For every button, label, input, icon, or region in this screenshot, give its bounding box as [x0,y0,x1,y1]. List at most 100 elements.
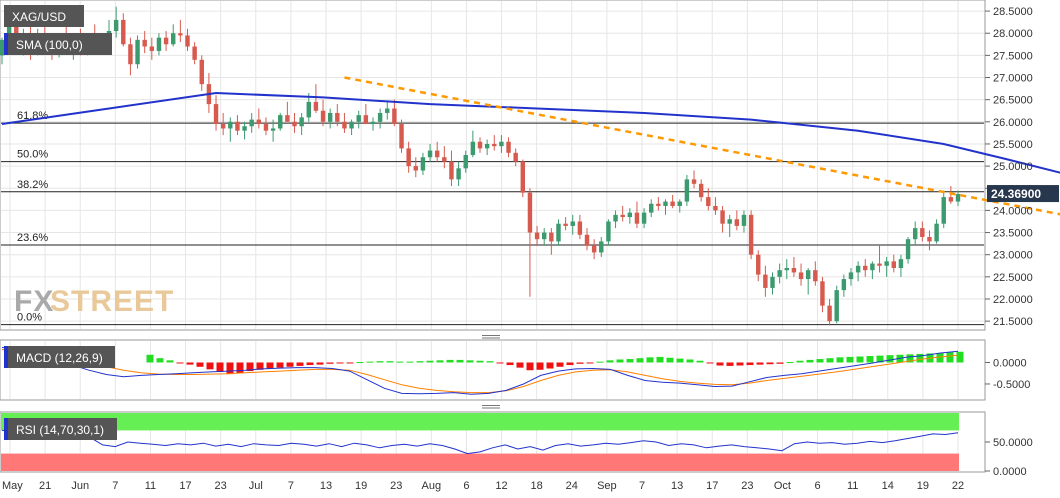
candle-bearish [199,59,204,85]
candle-bearish [756,254,761,275]
rsi-series [1,429,959,455]
macd-badge[interactable]: MACD (12,26,9) [4,346,115,368]
macd-hist-bar-positive [436,360,444,363]
macd-y-tick-label: 0.0000 [993,357,1027,369]
candle-bearish [534,232,540,240]
x-tick-label: 11 [145,480,156,492]
candle-bearish [149,46,155,51]
candle-bearish [891,261,897,268]
candle-bullish [848,272,854,280]
macd-hist-bar-positive [826,358,834,363]
candle-bullish [649,203,654,213]
macd-hist-bar-positive [646,357,654,363]
candle-bearish [121,19,126,45]
price-panel [0,0,986,331]
candle-bearish [713,205,718,211]
macd-hist-bar-negative [336,362,344,364]
x-tick-label: 24 [566,480,578,492]
watermark-street: STREET [50,285,174,318]
macd-hist-bar-negative [326,362,334,364]
x-tick-label: 17 [179,480,191,492]
candle-bearish [477,141,483,149]
macd-hist-bar-negative [296,362,304,366]
macd-hist-bar-positive [936,353,944,363]
candle-bearish [178,33,183,36]
candle-bearish [313,101,319,111]
sma-100-line [1,91,1060,174]
candle-bullish [306,101,311,118]
candle-bullish [884,261,889,266]
macd-hist-bar-negative [196,362,204,367]
macd-hist-bar-positive [376,361,384,363]
y-tick-label: 27.0000 [993,73,1033,85]
candle-bearish [513,152,518,162]
x-tick-label: 11 [847,480,858,492]
candle-bearish [527,192,533,233]
candle-bearish [235,121,240,131]
x-tick-label: 21 [39,480,51,492]
macd-hist-bar-negative [756,362,764,365]
candle-bullish [912,228,918,240]
candle-bearish [406,148,411,167]
candle-bullish [0,39,5,56]
macd-label: MACD (12,26,9) [16,351,103,365]
macd-hist-bar-negative [706,362,714,364]
x-tick-label: 23 [215,480,227,492]
candle-bullish [385,108,390,113]
y-tick-label: 21.5000 [993,316,1033,328]
candle-bullish [870,263,875,271]
candle-bearish [920,228,925,237]
macd-hist-bar-positive [656,356,664,363]
macd-hist-bar-negative [776,362,784,364]
candle-bearish [577,221,583,235]
macd-hist-bar-positive [146,354,154,363]
macd-hist-bar-positive [446,359,454,363]
candle-bearish [213,104,219,125]
candle-bearish [591,245,597,253]
x-axis: May 21 Jun 7 11 17 23 Jul 7 13 19 23 Aug 6 12 18 24 Sep 7 1… [2,480,964,492]
sma-label: SMA (100,0) [16,38,83,52]
x-tick-label: 6 [463,480,469,492]
rsi-panel-resize-handle[interactable] [482,405,500,409]
y-axis: 28.5000 28.0000 27.5000 27.0000 26.5000 26.00… [985,6,1033,478]
sma-badge[interactable]: SMA (100,0) [4,33,112,55]
macd-hist-bar-negative [226,362,234,375]
macd-hist-bar-negative [716,362,724,366]
candle-bearish [399,124,404,149]
macd-hist-bar-positive [816,359,824,363]
macd-hist-bar-positive [636,358,644,363]
trendline [344,76,1060,216]
candle-bearish [392,108,397,125]
candle-bullish [627,212,633,218]
macd-hist-bar-positive [796,360,804,363]
macd-hist-bar-negative [496,362,504,364]
macd-hist-bar-negative [746,362,754,366]
candle-bullish [941,197,946,224]
candle-bearish [720,210,725,224]
macd-hist-bar-positive [666,357,674,363]
watermark-fx: FX [14,285,54,318]
candle-bullish [606,221,611,242]
candle-bullish [905,239,911,260]
y-tick-label: 23.0000 [993,250,1033,262]
candle-bearish [506,141,511,153]
candle-bullish [499,141,504,147]
candle-bearish [863,265,868,271]
symbol-label: XAG/USD [12,10,66,24]
macd-hist-bar-positive [156,358,164,363]
candle-bearish [256,119,262,125]
candle-bullish [484,143,490,149]
symbol-badge[interactable]: XAG/USD [4,5,84,27]
macd-panel-resize-handle[interactable] [482,335,500,339]
x-tick-label: Jun [71,480,89,492]
macd-hist-bar-negative [246,362,254,372]
macd-hist-bar-positive [626,359,634,363]
rsi-badge[interactable]: RSI (14,70,30,1) [4,418,117,440]
candle-bullish [784,267,789,271]
candle-bearish [698,183,704,198]
candle-bullish [135,39,140,65]
candle-bullish [349,121,354,129]
macd-hist-bar-negative [726,362,734,366]
candle-bearish [363,115,369,125]
